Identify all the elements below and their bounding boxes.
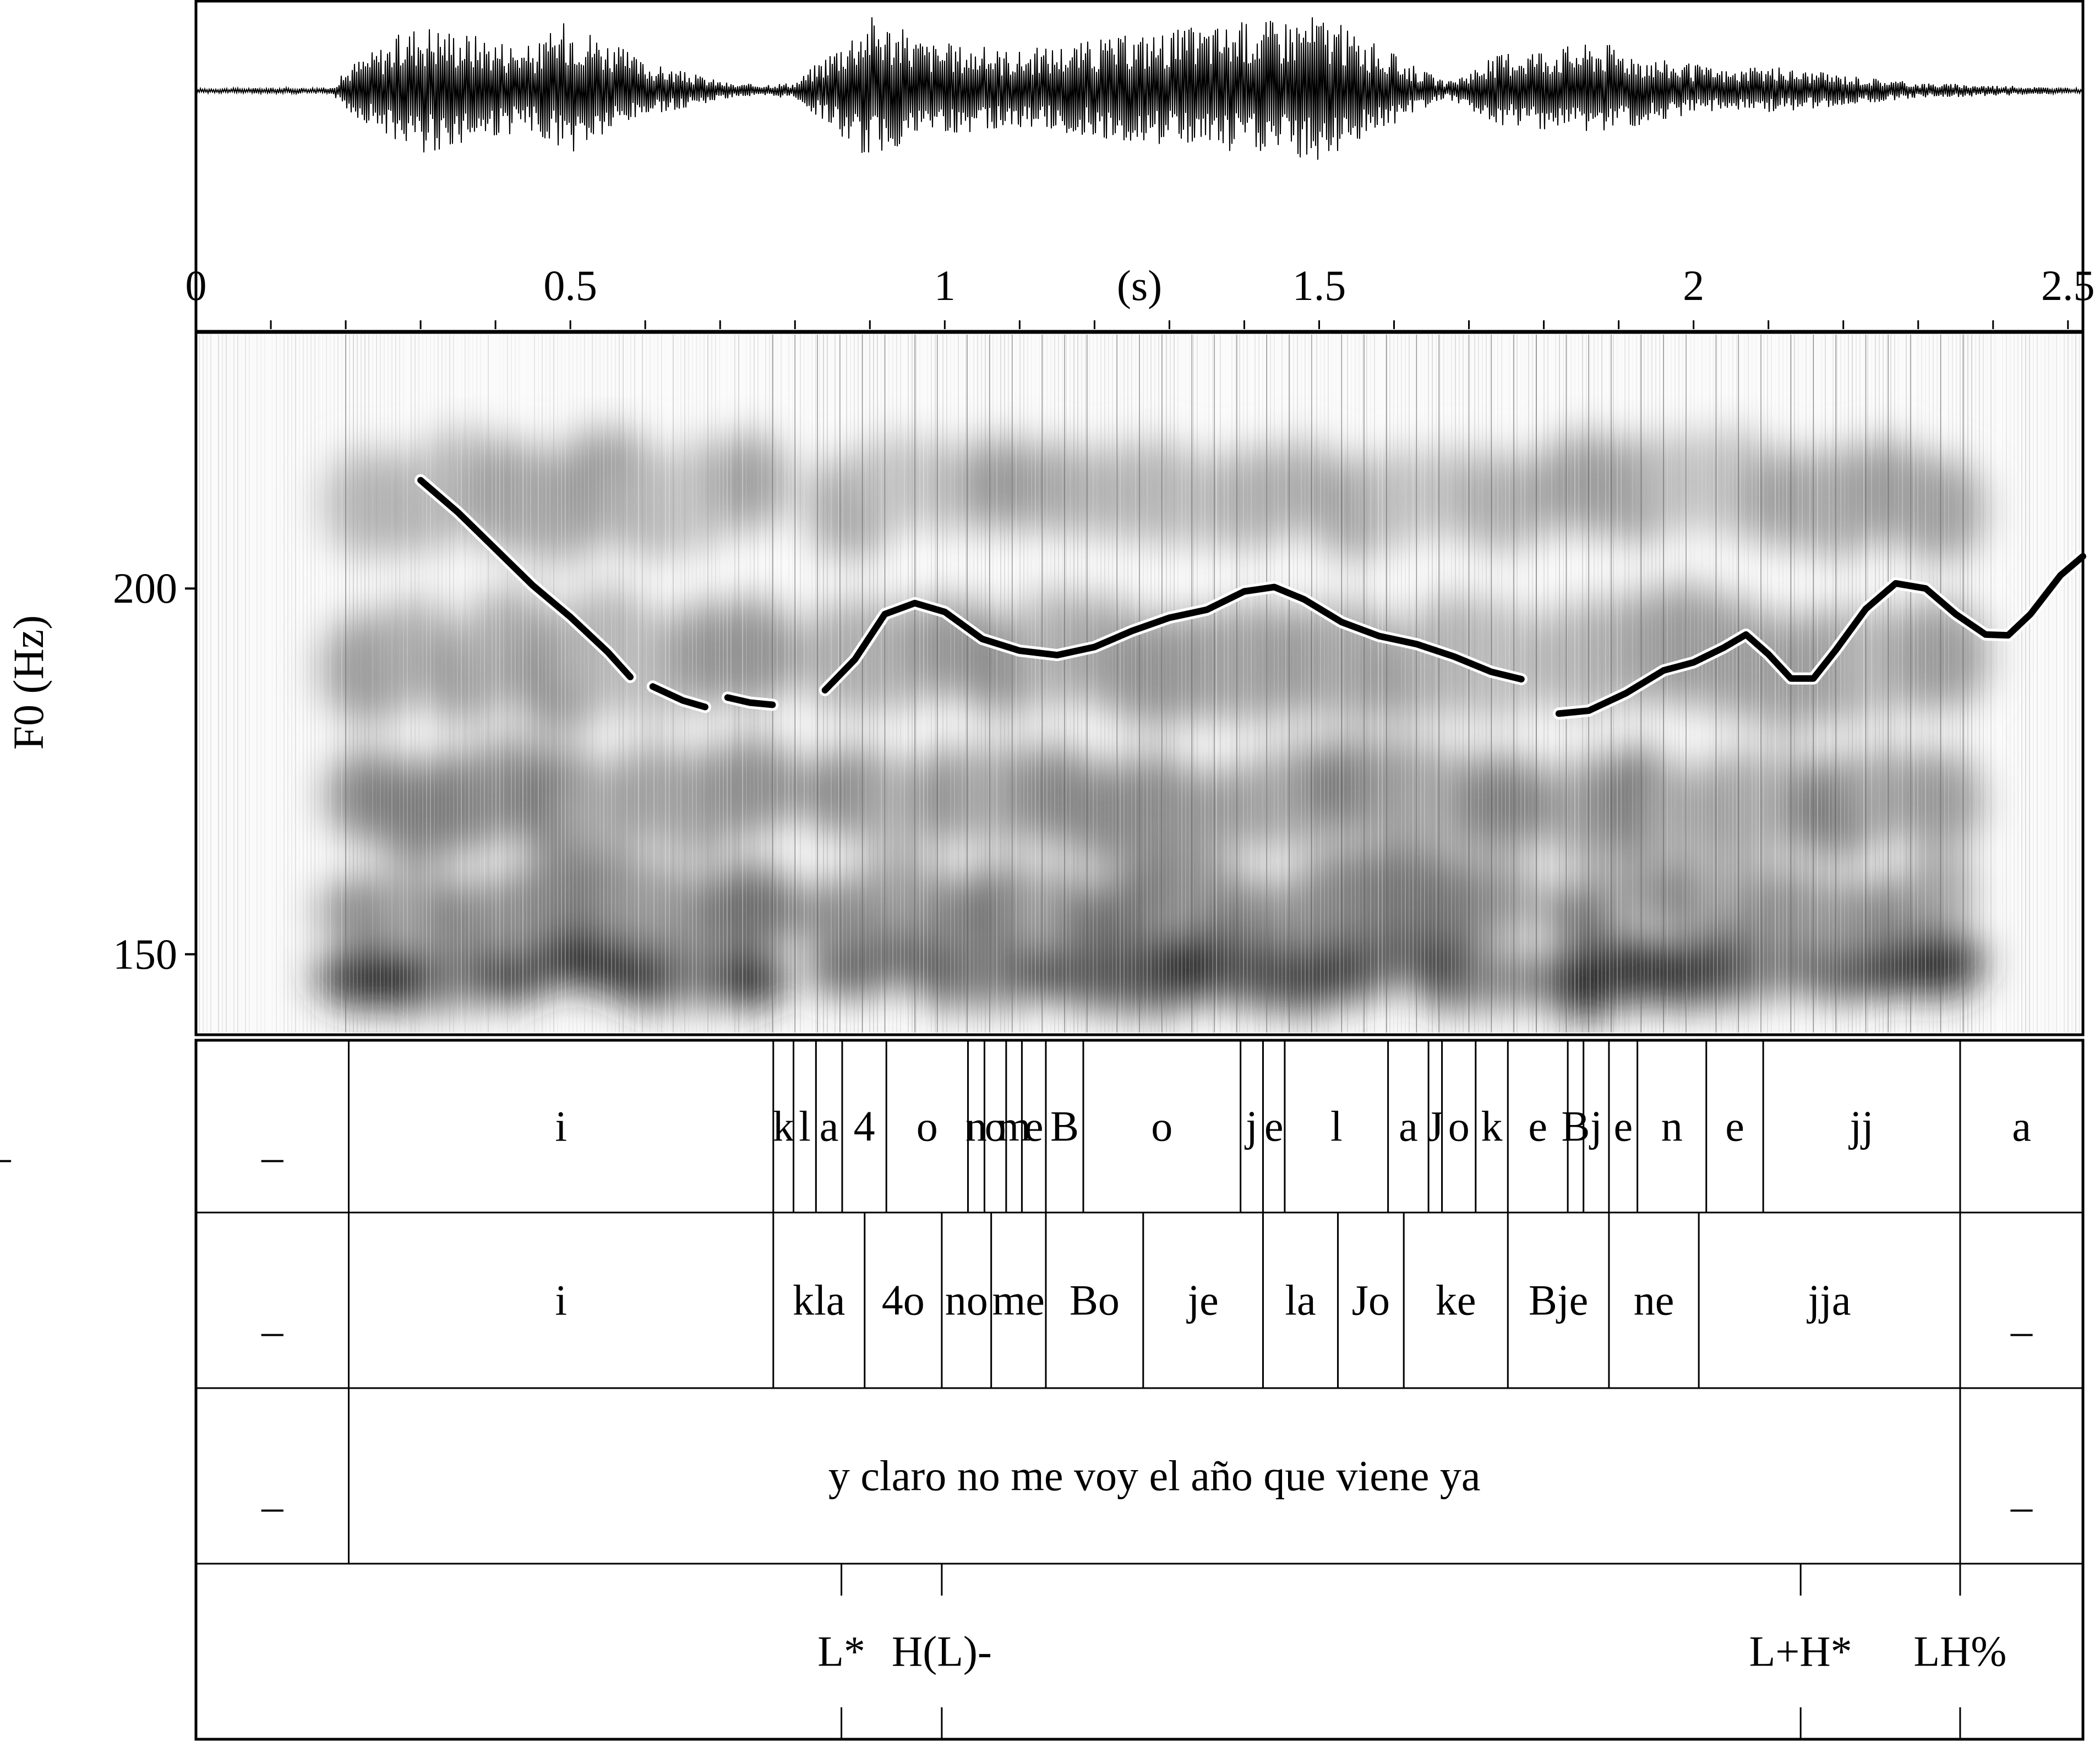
tier-segments-label: jj bbox=[1848, 1102, 1873, 1150]
tier-segments-label: o bbox=[1151, 1102, 1172, 1150]
tier-segments-label: j bbox=[1589, 1102, 1602, 1150]
tier-syllables-label: Jo bbox=[1352, 1276, 1390, 1324]
waveform bbox=[195, 17, 2083, 160]
segment-boundary-lines bbox=[345, 335, 1964, 1033]
time-tick-label: 1 bbox=[934, 261, 956, 309]
f0-line bbox=[821, 583, 1525, 693]
spectrogram-frame bbox=[194, 331, 2085, 1036]
tier-segments-label: n bbox=[1661, 1102, 1683, 1150]
f0-line bbox=[649, 683, 708, 711]
tier-syllables-label: _ bbox=[2010, 1292, 2033, 1340]
tier-words-label: _ bbox=[261, 1468, 283, 1516]
tier-segments-label: J bbox=[1427, 1102, 1443, 1150]
tiers-frame bbox=[194, 1039, 2085, 1741]
tier-segments-label: o bbox=[1448, 1102, 1470, 1150]
tone-label: LH% bbox=[1913, 1628, 2006, 1675]
time-tick-label: 0.5 bbox=[543, 261, 597, 309]
tier-syllables-label: Bo bbox=[1070, 1276, 1120, 1324]
tier-syllables-label: kla bbox=[793, 1276, 845, 1324]
tier-segments-label: B bbox=[1050, 1102, 1079, 1150]
tier-syllables-label: jja bbox=[1807, 1276, 1851, 1324]
f0-line bbox=[724, 694, 776, 708]
tier-syllables-label: je bbox=[1186, 1276, 1218, 1324]
tier-syllables-label: 4o bbox=[882, 1276, 925, 1324]
tone-label: H(L)- bbox=[892, 1628, 992, 1675]
tier-segments-label: a bbox=[2012, 1102, 2031, 1150]
tier-syllables-label: Bje bbox=[1529, 1276, 1588, 1324]
tier-syllables-label: no bbox=[945, 1276, 988, 1324]
f0-contour bbox=[414, 474, 2089, 720]
tier-words-label: y claro no me voy el año que viene ya bbox=[828, 1452, 1481, 1500]
annotation-tiers: _ikla4onomeBojelaJokeBjenejja__ikla4onom… bbox=[0, 1039, 2085, 1741]
time-axis: 0 0.5 1 1.5 2 2.5 (s) bbox=[186, 261, 2095, 329]
tier-segments-label: e bbox=[1024, 1102, 1044, 1150]
f0-axis-label: F0 (Hz) bbox=[4, 615, 52, 750]
tier-syllables-label: _ bbox=[261, 1292, 283, 1340]
tone-label: L* bbox=[817, 1628, 865, 1675]
tier-segments-label: e bbox=[1528, 1102, 1547, 1150]
tier-segments-label: m bbox=[997, 1102, 1031, 1150]
f0-line bbox=[1555, 553, 2086, 717]
tier-segments-label: o bbox=[985, 1102, 1006, 1150]
tier-segments-label: e bbox=[1264, 1102, 1284, 1150]
tier-segments-label: a bbox=[820, 1102, 839, 1150]
spectrogram-panel: 150 200 F0 (Hz) bbox=[4, 331, 2089, 1036]
tier-syllables-label: la bbox=[1285, 1276, 1316, 1324]
tier-segments-label: o bbox=[917, 1102, 938, 1150]
f0-axis: 150 200 bbox=[113, 564, 196, 978]
tier-segments-label: _ bbox=[261, 1118, 283, 1166]
tier-words-label: _ bbox=[2010, 1468, 2033, 1516]
tier-segments-label: n bbox=[966, 1102, 987, 1150]
time-axis-label: (s) bbox=[1117, 261, 1162, 309]
time-tick-label: 2.5 bbox=[2041, 261, 2095, 309]
f0-tick-label: 150 bbox=[113, 930, 177, 978]
tier-segments-label: 4 bbox=[854, 1102, 875, 1150]
tier-segments-label: e bbox=[1725, 1102, 1744, 1150]
tier-segments-label: e bbox=[1613, 1102, 1633, 1150]
tier-segments-label: l bbox=[1330, 1102, 1343, 1150]
f0-tick-label: 200 bbox=[113, 564, 177, 612]
tier-segments-label: j bbox=[1244, 1102, 1258, 1150]
time-tick-label: 2 bbox=[1683, 261, 1704, 309]
time-tick-label: 1.5 bbox=[1292, 261, 1346, 309]
tier-syllables-label: me bbox=[992, 1276, 1045, 1324]
tier-syllables-label: i bbox=[555, 1276, 567, 1324]
tier-segments-label: k bbox=[773, 1102, 794, 1150]
waveform-panel: 0 0.5 1 1.5 2 2.5 (s) bbox=[186, 0, 2095, 333]
tier-segments-label: B bbox=[1561, 1102, 1590, 1150]
tier-segments-label: a bbox=[1399, 1102, 1418, 1150]
tier-segments-label: k bbox=[1481, 1102, 1503, 1150]
tier-syllables-label: ne bbox=[1634, 1276, 1674, 1324]
tone-label: L+H* bbox=[1749, 1628, 1852, 1675]
time-tick-label: 0 bbox=[186, 261, 207, 309]
tier-segments-label: _ bbox=[0, 1118, 12, 1166]
tier-syllables-label: ke bbox=[1436, 1276, 1476, 1324]
tier-segments-label: l bbox=[799, 1102, 811, 1150]
f0-line bbox=[417, 477, 634, 680]
tier-segments-label: i bbox=[555, 1102, 567, 1150]
